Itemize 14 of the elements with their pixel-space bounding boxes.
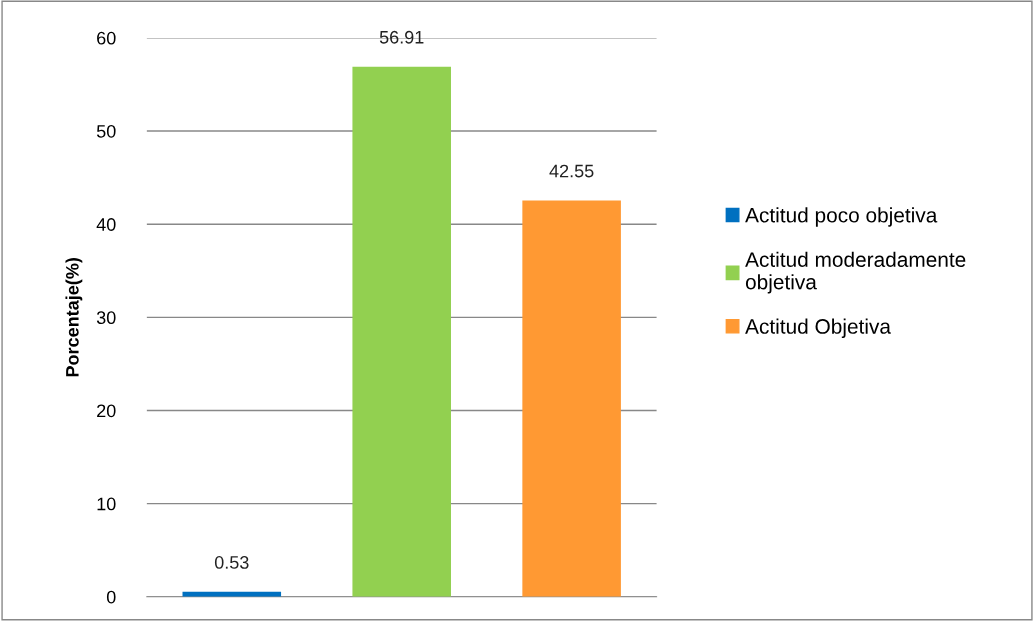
y-tick-label: 60: [97, 31, 116, 45]
legend-label: Actitud poco objetiva: [745, 207, 938, 227]
legend-label: Actitud Objetiva: [745, 318, 891, 338]
y-axis-title: Porcentaje(%): [65, 258, 83, 377]
y-tick-label: 50: [96, 124, 116, 138]
y-tick-label: 0: [106, 590, 116, 604]
data-label: 42.55: [549, 164, 594, 178]
data-label: 56.91: [379, 30, 424, 44]
y-tick-label: 40: [96, 218, 116, 231]
legend-label: Actitud moderadamente objetiva: [745, 251, 966, 294]
y-tick-label: 30: [96, 311, 116, 325]
data-label: 0.53: [214, 556, 249, 569]
y-tick-label: 20: [97, 404, 116, 418]
y-tick-label: 10: [97, 497, 116, 511]
